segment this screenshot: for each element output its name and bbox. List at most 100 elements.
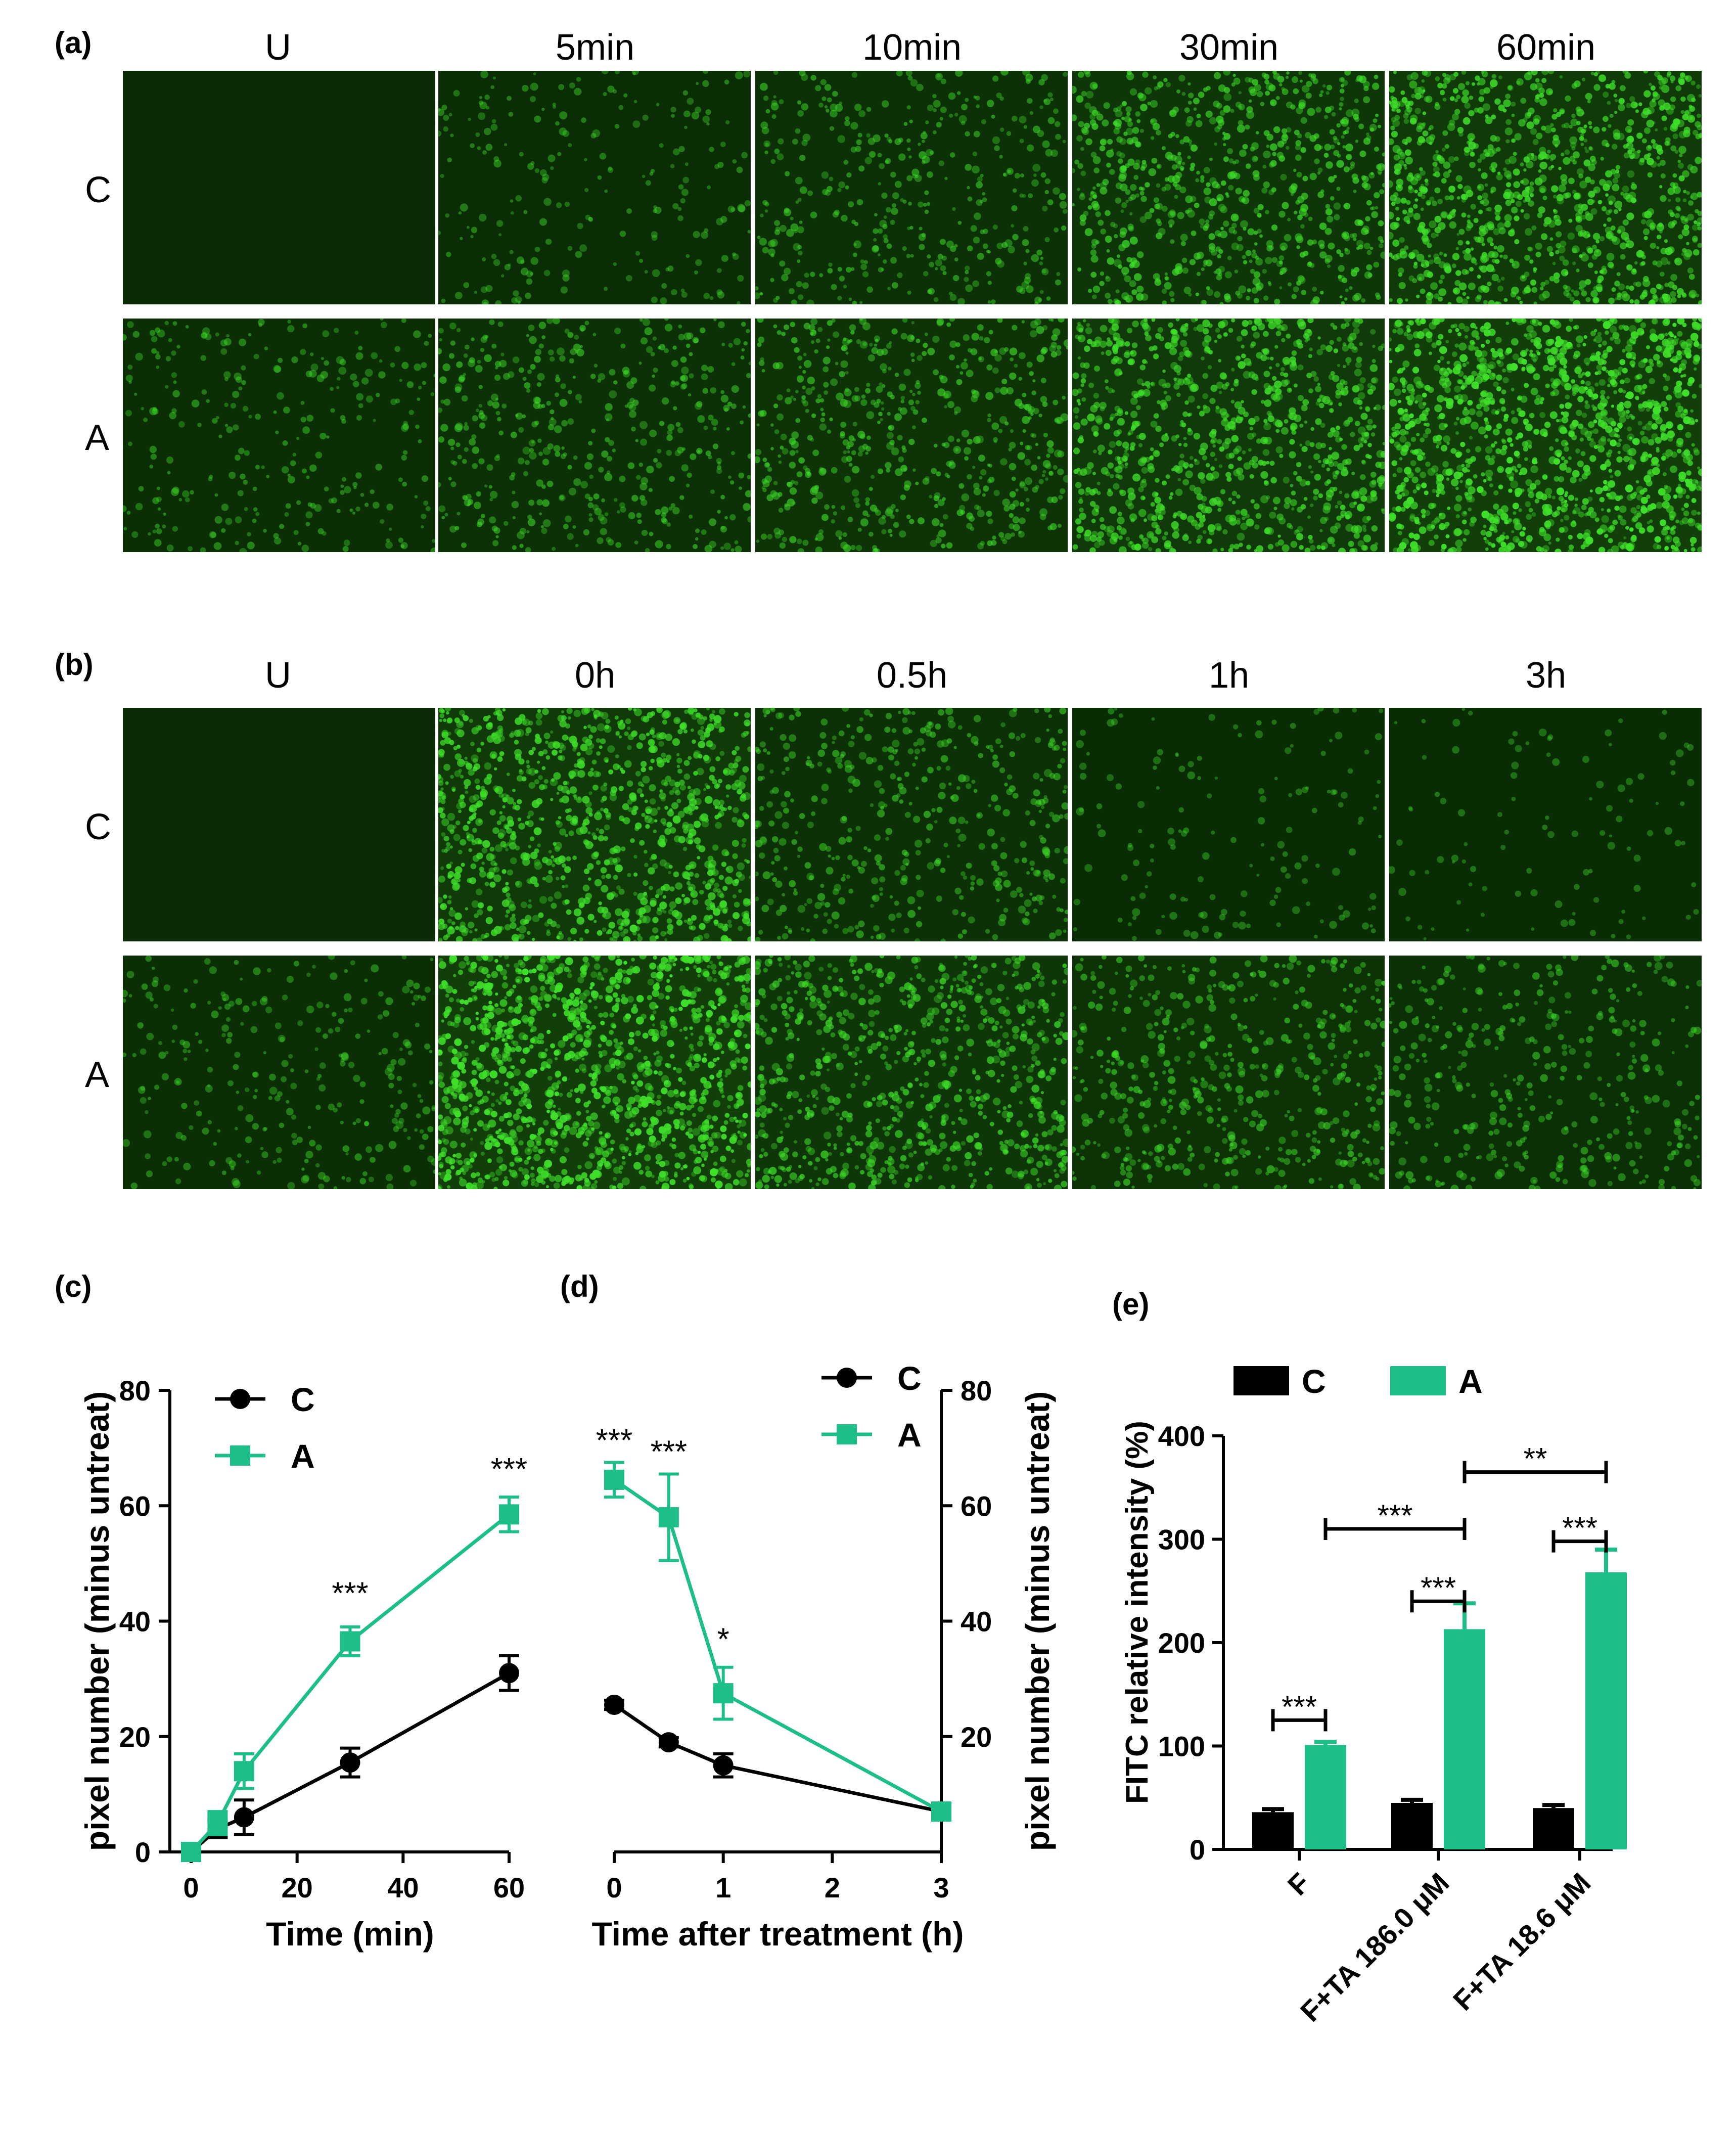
micrograph-haze	[438, 319, 751, 552]
legend-item-A: A	[821, 1416, 922, 1454]
micrograph-cells	[1389, 956, 1702, 1189]
data-point	[234, 1761, 254, 1782]
x-tick-label: 40	[387, 1872, 419, 1904]
micrograph-image	[1072, 708, 1385, 941]
micrograph-haze	[123, 319, 435, 552]
micrograph-background	[1389, 956, 1702, 1189]
micrograph-cells	[755, 71, 1068, 304]
row-label: A	[85, 418, 110, 458]
y-tick-label: 60	[119, 1490, 151, 1522]
x-tick-label: 60	[493, 1872, 525, 1904]
x-tick-label: 1	[715, 1872, 731, 1904]
micrograph-image	[438, 71, 751, 304]
x-tick-label: F+TA 186.0 μM	[1294, 1867, 1455, 2028]
legend-label: A	[897, 1416, 922, 1454]
micrograph-haze	[123, 956, 435, 1189]
significance-bracket: ***	[1410, 1571, 1467, 1613]
micrograph-image	[1072, 319, 1385, 552]
legend-item-C: C	[215, 1381, 315, 1418]
bar	[1391, 1802, 1433, 1849]
series-C	[604, 1694, 951, 1822]
micrograph-haze	[1072, 708, 1385, 941]
micrograph-cells	[1389, 708, 1699, 940]
y-axis-label: FITC relative intensity (%)	[1120, 1421, 1155, 1804]
micrograph-haze	[1389, 708, 1702, 941]
column-label: 60min	[1496, 27, 1596, 68]
row-label: C	[85, 170, 111, 210]
bar	[1444, 1629, 1485, 1849]
micrograph-cells	[438, 708, 751, 941]
significance-marker: *	[717, 1622, 729, 1657]
micrograph-background	[755, 71, 1068, 304]
row-label: A	[85, 1055, 110, 1095]
micrograph-cells	[1389, 71, 1702, 304]
significance-marker: ***	[332, 1576, 368, 1611]
micrograph-haze	[438, 71, 751, 304]
column-label: 1h	[1208, 655, 1250, 696]
micrograph-image	[1389, 71, 1702, 304]
micrograph-background	[1072, 956, 1385, 1189]
x-tick-label: 20	[282, 1872, 313, 1904]
column-label: 30min	[1179, 27, 1279, 68]
series-A	[604, 1461, 951, 1822]
micrograph-image	[123, 956, 435, 1189]
panel-label-b: (b)	[55, 648, 94, 682]
x-tick-label: 0	[606, 1872, 622, 1904]
panel-label: (c)	[55, 1270, 92, 1303]
micrograph-image	[123, 319, 435, 552]
series-line	[613, 1703, 942, 1814]
micrograph-image	[123, 708, 435, 941]
y-tick-label: 60	[961, 1490, 992, 1522]
y-tick-label: 20	[119, 1721, 151, 1753]
significance-bracket: **	[1463, 1442, 1608, 1483]
bar	[1305, 1745, 1346, 1849]
micrograph-image	[755, 956, 1068, 1189]
significance-marker: ***	[491, 1452, 527, 1487]
x-tick-label: F+TA 18.6 μM	[1447, 1867, 1597, 2017]
micrograph-cells	[438, 71, 751, 304]
y-tick-label: 200	[1158, 1627, 1205, 1659]
significance-marker: ***	[1282, 1690, 1317, 1724]
legend-label: A	[291, 1437, 315, 1475]
micrograph-image	[1389, 708, 1702, 941]
chart-d: (d) 20 40 60 80 0 1 2 3 Time after treatment (h) p…	[546, 1254, 1102, 2002]
legend-label: C	[897, 1360, 922, 1397]
x-tick-label: 3	[933, 1872, 949, 1904]
data-point	[207, 1813, 228, 1833]
micrograph-image	[1389, 319, 1702, 552]
column-label: U	[265, 27, 291, 68]
significance-bracket: ***	[1323, 1499, 1467, 1541]
column-label: 0h	[574, 655, 616, 696]
micrograph-cells	[755, 956, 1068, 1189]
data-point	[181, 1842, 201, 1862]
micrograph-image	[1072, 956, 1385, 1189]
micrograph-cells	[1072, 956, 1385, 1189]
legend-item-A: A	[215, 1437, 315, 1475]
micrograph-haze	[755, 319, 1068, 552]
micrograph-background	[1072, 708, 1385, 941]
micrograph-cells	[1072, 71, 1385, 304]
bar	[1252, 1812, 1294, 1849]
significance-bracket: ***	[1271, 1690, 1328, 1732]
legend-label: C	[291, 1381, 315, 1418]
data-point	[234, 1807, 254, 1828]
micrograph-background	[123, 71, 435, 304]
micrograph-background	[123, 956, 435, 1189]
micrograph-image	[755, 708, 1068, 941]
chart-e: (e) 0 100 200 300 400 FITC relative intensity …	[1102, 1254, 1734, 2123]
micrograph-background	[123, 319, 435, 552]
x-axis-label: Time after treatment (h)	[592, 1915, 964, 1953]
row-label: C	[85, 807, 111, 847]
micrograph-background	[438, 71, 751, 304]
legend-label: C	[1302, 1363, 1326, 1400]
y-tick-label: 20	[961, 1721, 992, 1753]
micrograph-haze	[755, 71, 1068, 304]
bar	[1585, 1572, 1627, 1849]
y-tick-label: 40	[961, 1606, 992, 1638]
series-line	[613, 1478, 942, 1814]
micrograph-cells	[755, 319, 1068, 552]
panel-label-a: (a)	[55, 26, 92, 60]
micrograph-image	[438, 319, 751, 552]
column-label: 0.5h	[876, 655, 948, 696]
data-point	[931, 1801, 951, 1822]
